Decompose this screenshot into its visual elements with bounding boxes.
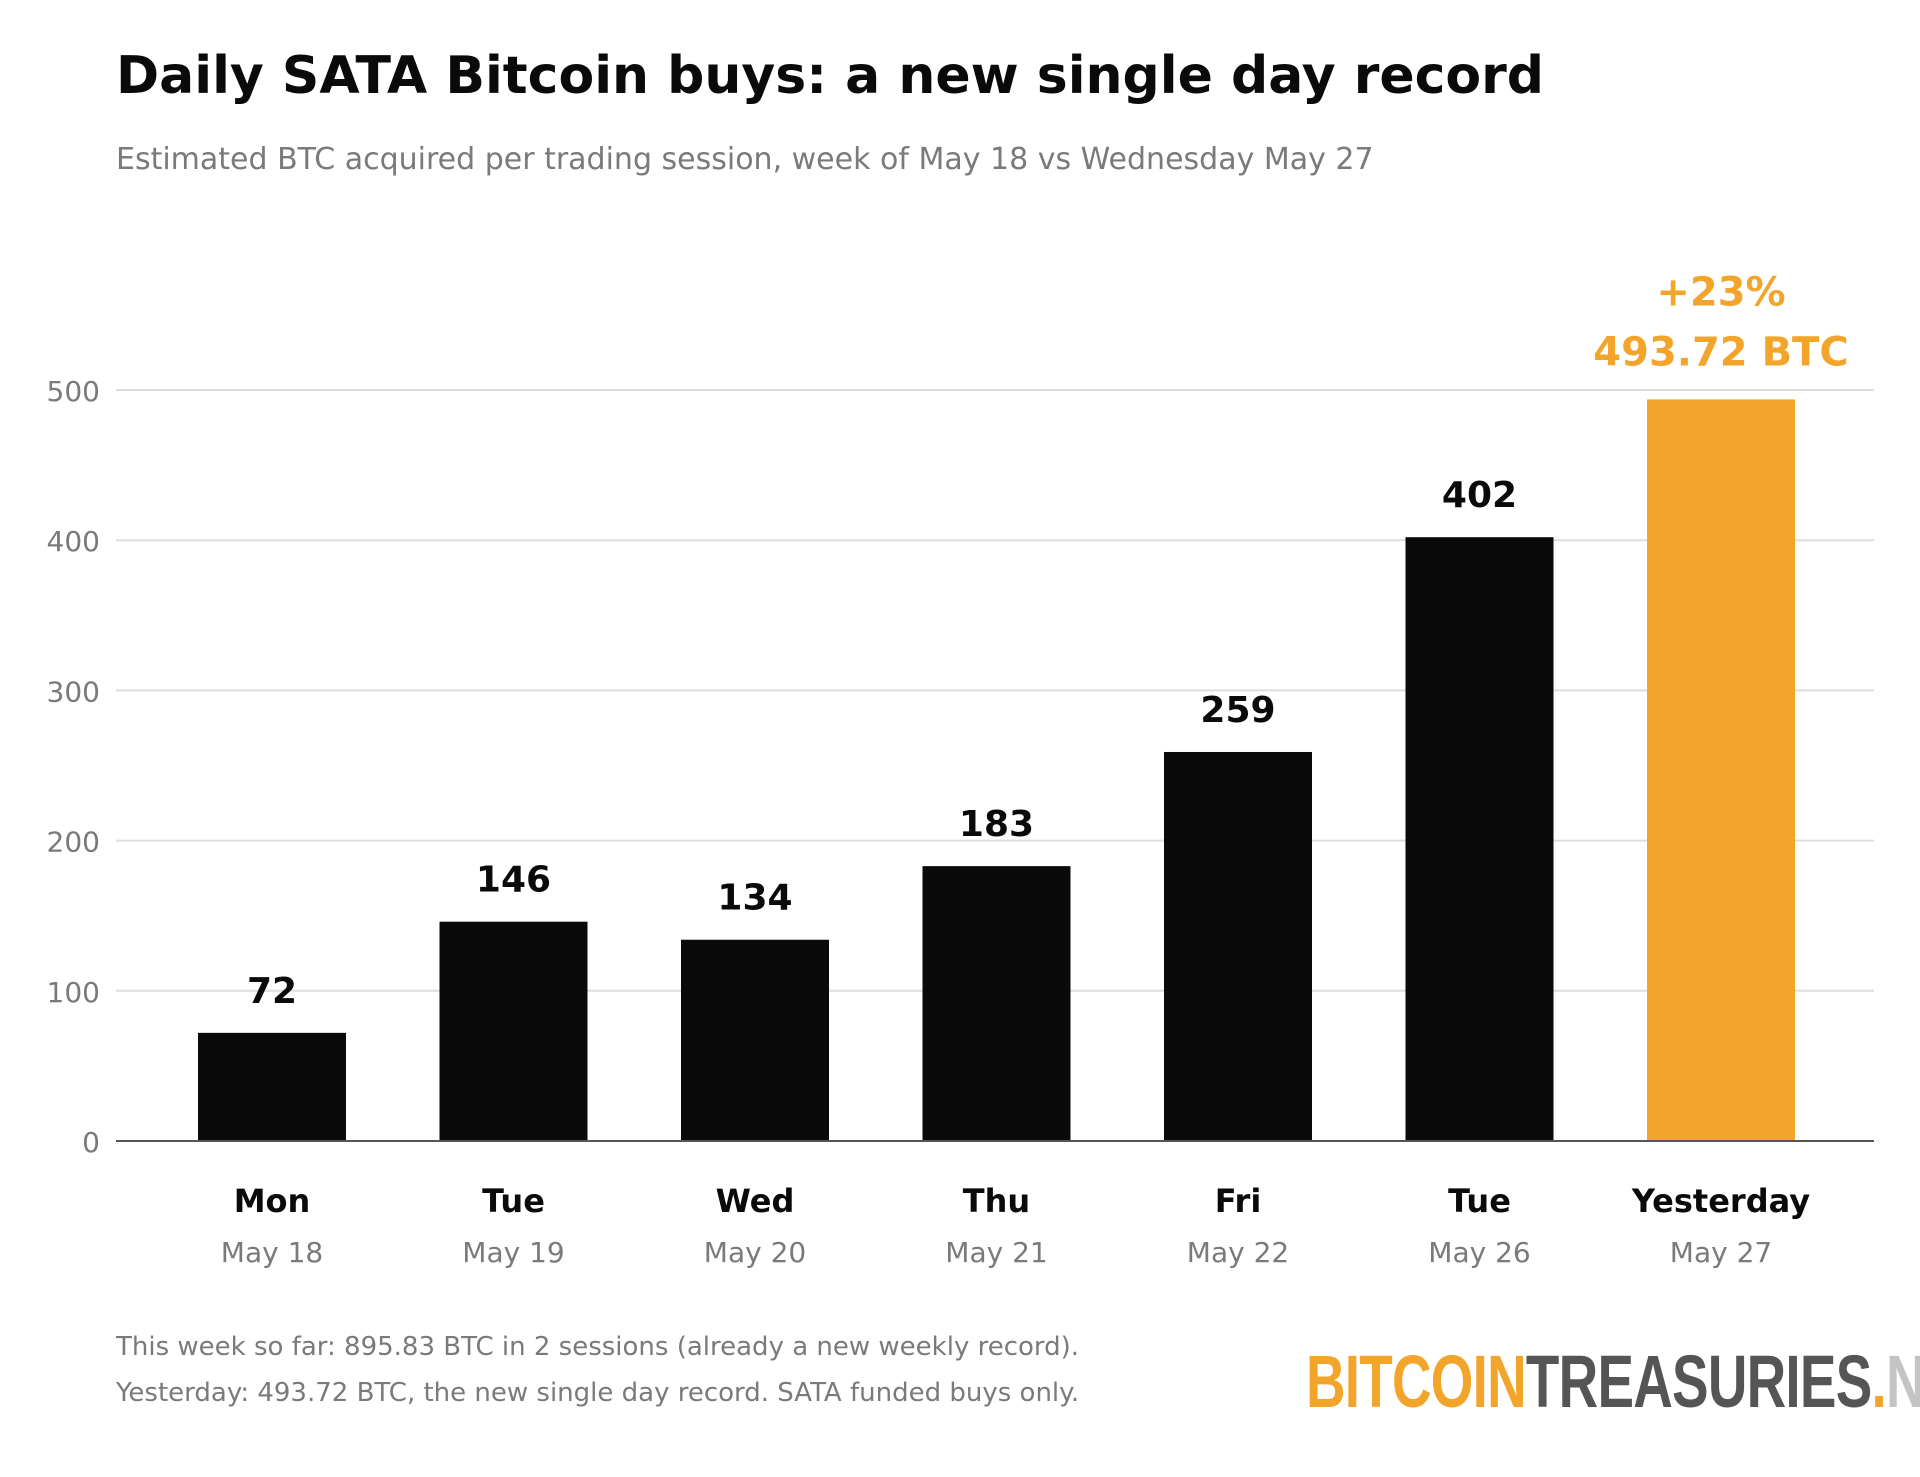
bar — [922, 866, 1071, 1141]
bar — [681, 939, 829, 1141]
data-label: 402 — [1442, 475, 1517, 516]
y-tick-label: 200 — [47, 826, 100, 859]
footnote-line-1: This week so far: 895.83 BTC in 2 sessio… — [116, 1332, 1080, 1362]
x-date-label: May 20 — [704, 1236, 806, 1269]
bar — [1405, 537, 1554, 1141]
chart-subtitle: Estimated BTC acquired per trading sessi… — [116, 142, 1374, 177]
chart-title: Daily SATA Bitcoin buys: a new single da… — [116, 46, 1545, 106]
x-date-label: May 22 — [1187, 1236, 1289, 1269]
y-tick-label: 400 — [47, 525, 100, 558]
x-tick-label: Fri — [1215, 1182, 1262, 1220]
y-tick-label: 100 — [47, 976, 100, 1009]
data-label: 493.72 BTC — [1593, 329, 1848, 375]
logo-part-bitcoin: BITCOIN — [1306, 1340, 1527, 1423]
x-tick-label: Wed — [716, 1182, 795, 1220]
x-date-label: May 27 — [1670, 1236, 1772, 1269]
x-date-label: May 26 — [1428, 1236, 1530, 1269]
y-tick-label: 0 — [82, 1126, 100, 1159]
y-tick-label: 300 — [47, 675, 100, 708]
data-label: 259 — [1200, 690, 1275, 731]
x-tick-label: Tue — [1448, 1182, 1511, 1220]
footnote-line-2: Yesterday: 493.72 BTC, the new single da… — [116, 1378, 1080, 1408]
y-tick-label: 500 — [47, 375, 100, 408]
data-label: 72 — [247, 971, 297, 1012]
x-date-label: May 19 — [462, 1236, 564, 1269]
x-date-label: May 18 — [221, 1236, 323, 1269]
data-label: 146 — [476, 860, 551, 901]
logo-part-treasuries: TREASURIES — [1525, 1340, 1872, 1423]
bar — [1164, 751, 1312, 1141]
x-tick-label: Yesterday — [1631, 1182, 1810, 1220]
data-label: 134 — [717, 878, 792, 919]
data-label: 183 — [959, 804, 1034, 845]
bar — [1647, 399, 1795, 1141]
bitcointreasuries-logo: BITCOINTREASURIES.NET — [1306, 1340, 1920, 1424]
x-tick-label: Mon — [234, 1182, 311, 1220]
logo-part-dot: . — [1871, 1340, 1886, 1423]
bar — [198, 1032, 346, 1141]
x-tick-label: Tue — [482, 1182, 545, 1220]
x-date-label: May 21 — [945, 1236, 1047, 1269]
bar — [439, 921, 588, 1141]
x-tick-label: Thu — [963, 1182, 1030, 1220]
logo-part-net: NET — [1886, 1340, 1920, 1423]
change-label: +23% — [1656, 269, 1785, 315]
